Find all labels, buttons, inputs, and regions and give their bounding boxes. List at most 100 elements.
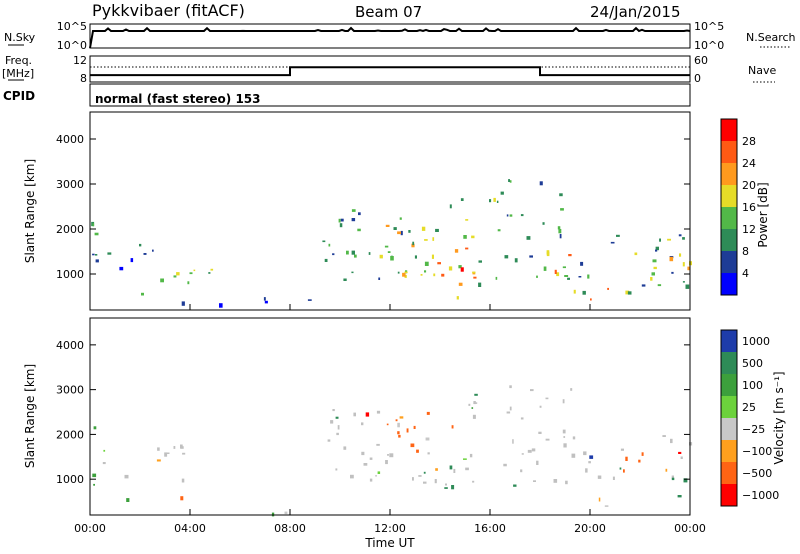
- velocity-cell: [553, 479, 558, 483]
- power-cell: [441, 273, 445, 277]
- colorbar-swatch: [721, 484, 737, 506]
- power-cell: [404, 274, 407, 278]
- power-cell: [432, 237, 435, 241]
- power-cell: [387, 251, 391, 253]
- velocity-cell: [157, 447, 160, 451]
- velocity-cell: [570, 388, 573, 391]
- velocity-cell: [506, 411, 511, 414]
- sky-right-tick-top: 10^5: [694, 20, 724, 33]
- power-ytick-label: 1000: [56, 268, 84, 281]
- velocity-cell: [509, 406, 512, 411]
- velocity-cell: [418, 475, 422, 477]
- velocity-ytick-label: 4000: [56, 339, 84, 352]
- velocity-cell: [330, 420, 334, 424]
- velocity-cell: [395, 419, 398, 422]
- power-cell: [210, 268, 214, 271]
- velocity-cell: [521, 453, 524, 455]
- velocity-cell: [471, 407, 474, 409]
- power-cell: [557, 226, 561, 230]
- colorbar-swatch: [721, 163, 737, 185]
- velocity-cell: [453, 468, 456, 473]
- power-cell: [431, 254, 434, 259]
- velocity-cell: [376, 443, 380, 446]
- colorbar-swatch: [721, 462, 737, 484]
- velocity-cell: [369, 457, 373, 460]
- velocity-cell: [463, 458, 467, 460]
- colorbar-swatch: [721, 229, 737, 251]
- velocity-colorbar-tick: 100: [742, 379, 763, 392]
- power-cell: [573, 289, 576, 294]
- power-cell: [404, 271, 408, 274]
- power-cell: [95, 259, 99, 263]
- time-xlabel: Time UT: [364, 536, 415, 550]
- power-cell: [307, 299, 312, 301]
- power-cell: [176, 272, 180, 276]
- velocity-cell: [361, 451, 365, 456]
- power-cell: [340, 218, 344, 222]
- velocity-cell: [545, 397, 549, 400]
- sky-count-line: [89, 26, 691, 49]
- power-cell: [496, 200, 499, 203]
- power-cell: [463, 235, 467, 239]
- velocity-cell: [588, 461, 591, 464]
- velocity-cell: [539, 405, 542, 408]
- power-cell: [402, 272, 406, 277]
- power-cell: [679, 253, 682, 257]
- velocity-cell: [472, 414, 476, 419]
- sky-left-label: N.Sky: [4, 31, 36, 44]
- power-cell: [465, 219, 469, 221]
- power-cell: [509, 214, 513, 217]
- power-cell: [460, 267, 464, 272]
- velocity-cell: [385, 460, 388, 465]
- velocity-cell: [397, 422, 400, 428]
- power-cell: [580, 261, 584, 266]
- power-cell: [529, 255, 533, 258]
- power-cell: [460, 198, 464, 201]
- velocity-cell: [180, 446, 184, 449]
- power-cell: [393, 227, 397, 230]
- velocity-cell: [612, 476, 615, 480]
- power-cell: [94, 232, 99, 236]
- velocity-cell: [571, 453, 576, 458]
- power-cell: [208, 272, 211, 274]
- power-cell: [562, 266, 566, 269]
- velocity-cell: [625, 456, 628, 461]
- power-cell: [152, 249, 154, 252]
- power-cell: [669, 256, 674, 262]
- time-xtick-label: 00:00: [74, 522, 106, 535]
- velocity-cell: [670, 438, 673, 444]
- velocity-cell: [126, 498, 130, 502]
- power-cell: [546, 251, 550, 257]
- velocity-cell: [512, 439, 514, 444]
- velocity-cell: [180, 496, 184, 501]
- velocity-cell: [449, 465, 453, 470]
- velocity-cell: [451, 425, 454, 429]
- velocity-cell: [509, 385, 512, 389]
- velocity-colorbar-tick: 1000: [742, 335, 770, 348]
- nave-label: Nave: [748, 64, 776, 77]
- velocity-cell: [623, 469, 625, 473]
- power-cell: [458, 282, 463, 286]
- power-cell: [351, 209, 356, 212]
- velocity-cell: [671, 475, 674, 480]
- power-cell: [610, 241, 615, 244]
- velocity-cell: [425, 437, 430, 441]
- power-cell: [520, 214, 524, 217]
- power-cell: [424, 239, 428, 241]
- power-cell: [433, 273, 436, 277]
- velocity-cell: [434, 479, 437, 484]
- power-cell: [454, 249, 459, 253]
- velocity-cell: [124, 474, 129, 479]
- velocity-cell: [565, 480, 568, 485]
- power-cell: [420, 274, 423, 276]
- velocity-cell: [597, 475, 602, 479]
- nave-tick-bottom: 0: [694, 72, 701, 85]
- velocity-cell: [545, 438, 550, 441]
- velocity-cell: [335, 468, 338, 471]
- velocity-cell: [474, 393, 478, 396]
- velocity-ylabel: Slant Range [km]: [23, 364, 37, 468]
- power-cell: [478, 260, 482, 263]
- power-cell: [378, 277, 381, 280]
- velocity-cell: [343, 446, 347, 450]
- velocity-cell: [445, 483, 447, 486]
